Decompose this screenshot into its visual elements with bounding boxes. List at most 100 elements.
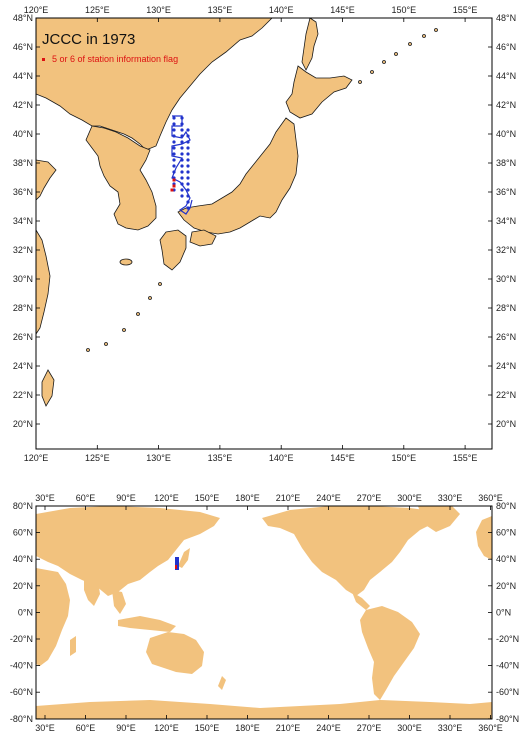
station-point	[172, 134, 176, 138]
lon-label-top: 150°E	[391, 5, 416, 15]
lon-label-top: 330°E	[438, 493, 463, 503]
station-point	[172, 158, 176, 162]
china-coast	[35, 159, 57, 201]
lon-label-top: 140°E	[269, 5, 294, 15]
lat-label-left: 44°N	[13, 71, 33, 81]
legend-flag-marker	[42, 58, 45, 61]
lat-label-left: 42°N	[13, 100, 33, 110]
lon-label-bottom: 130°E	[146, 453, 171, 463]
cruise-track	[170, 115, 193, 215]
lat-label-left: 0°N	[18, 607, 33, 617]
lon-label-top: 300°E	[397, 493, 422, 503]
station-point	[180, 146, 184, 150]
north-america	[262, 506, 440, 596]
lon-label-top: 135°E	[208, 5, 233, 15]
station-point	[172, 128, 176, 132]
eurasia	[36, 506, 220, 596]
station-point	[180, 116, 184, 120]
lon-label-bottom: 240°E	[316, 723, 341, 733]
lat-label-right: 28°N	[496, 303, 516, 313]
lat-label-left: 40°N	[13, 129, 33, 139]
lat-label-right: 40°N	[496, 129, 516, 139]
madagascar	[70, 636, 76, 656]
lat-label-left: -20°N	[10, 634, 33, 644]
global-flag-marker	[175, 565, 177, 569]
lat-label-right: 44°N	[496, 71, 516, 81]
india	[84, 578, 100, 606]
lon-label-bottom: 120°E	[24, 453, 49, 463]
lat-label-left: 60°N	[13, 528, 33, 538]
lon-label-bottom: 360°E	[478, 723, 503, 733]
lat-label-right: 36°N	[496, 187, 516, 197]
lon-label-bottom: 330°E	[438, 723, 463, 733]
lon-label-bottom: 180°E	[235, 723, 260, 733]
lon-label-top: 30°E	[35, 493, 55, 503]
lat-label-left: 38°N	[13, 158, 33, 168]
global-map-ticks: 30°E 30°E 60°E 60°E 90°E 90°E 120°E 120°E 150°E 1…	[10, 493, 519, 733]
station-point	[186, 134, 190, 138]
station-point	[186, 194, 190, 198]
lat-label-right: 20°N	[496, 581, 516, 591]
lat-label-left: 30°N	[13, 274, 33, 284]
lon-label-top: 180°E	[235, 493, 260, 503]
lat-label-left: 24°N	[13, 361, 33, 371]
station-point	[180, 134, 184, 138]
lat-label-right: 34°N	[496, 216, 516, 226]
lat-label-right: 38°N	[496, 158, 516, 168]
station-point	[186, 152, 190, 156]
taiwan	[41, 369, 55, 407]
lat-label-right: 24°N	[496, 361, 516, 371]
global-track-marker	[175, 557, 179, 570]
lon-label-bottom: 30°E	[35, 723, 55, 733]
station-point	[180, 140, 184, 144]
lon-label-top: 130°E	[146, 5, 171, 15]
lat-label-left: -60°N	[10, 687, 33, 697]
station-point	[186, 200, 190, 204]
lat-label-left: 28°N	[13, 303, 33, 313]
station-point	[186, 170, 190, 174]
lat-label-right: 30°N	[496, 274, 516, 284]
station-point	[186, 206, 190, 210]
flagged-station	[170, 188, 174, 192]
station-point	[180, 188, 184, 192]
kyushu	[159, 229, 187, 271]
station-point	[186, 158, 190, 162]
flagged-station	[172, 178, 176, 182]
europe	[476, 516, 492, 560]
lon-label-top: 210°E	[276, 493, 301, 503]
lat-label-left: -40°N	[10, 661, 33, 671]
station-point	[186, 164, 190, 168]
lat-label-right: 26°N	[496, 332, 516, 342]
lon-label-bottom: 150°E	[391, 453, 416, 463]
lon-label-bottom: 135°E	[208, 453, 233, 463]
southeast-asia	[112, 590, 126, 614]
south-america	[360, 606, 420, 700]
station-point	[186, 188, 190, 192]
station-point	[180, 170, 184, 174]
lat-label-right: 22°N	[496, 390, 516, 400]
asian-mainland	[35, 17, 273, 151]
australia	[146, 632, 204, 674]
regional-map-frame	[35, 17, 493, 450]
lon-label-bottom: 90°E	[116, 723, 136, 733]
lon-label-top: 155°E	[453, 5, 478, 15]
lat-label-right: 40°N	[496, 554, 516, 564]
station-point	[172, 152, 176, 156]
lat-label-left: 32°N	[13, 245, 33, 255]
regional-map: JCCC in 1973 5 or 6 of station informati…	[13, 5, 516, 463]
global-map: 30°E 30°E 60°E 60°E 90°E 90°E 120°E 120°E 150°E 1…	[10, 493, 519, 733]
lat-label-left: 26°N	[13, 332, 33, 342]
korean-peninsula	[85, 125, 157, 231]
station-point	[172, 116, 176, 120]
lon-label-bottom: 155°E	[453, 453, 478, 463]
lat-label-left: 80°N	[13, 501, 33, 511]
lat-label-right: -20°N	[496, 634, 519, 644]
lat-label-left: 46°N	[13, 42, 33, 52]
lat-label-right: 32°N	[496, 245, 516, 255]
station-point	[186, 146, 190, 150]
lat-label-left: 22°N	[13, 390, 33, 400]
jeju-island	[119, 258, 133, 266]
ryukyu-islands	[86, 282, 162, 352]
lat-label-left: 36°N	[13, 187, 33, 197]
lon-label-bottom: 60°E	[76, 723, 96, 733]
